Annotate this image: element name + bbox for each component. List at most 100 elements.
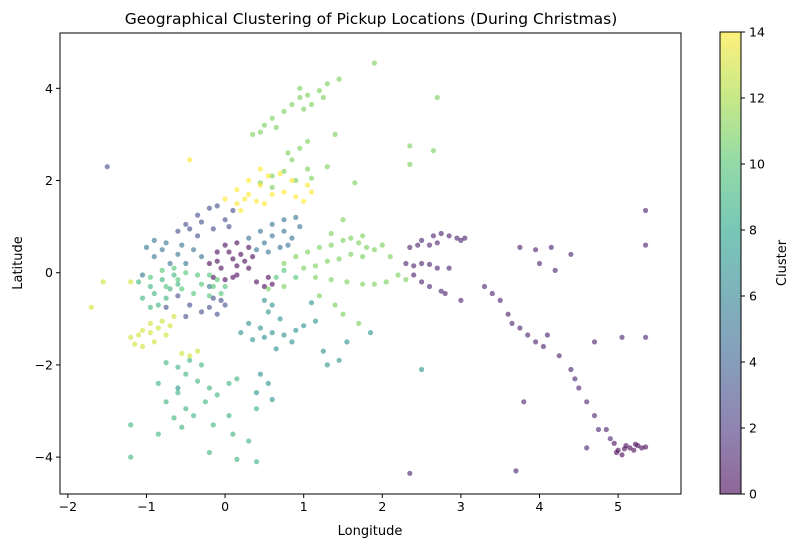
data-point-cluster-9 bbox=[234, 376, 240, 382]
data-point-cluster-11 bbox=[324, 164, 330, 170]
colorbar-tick-label: 4 bbox=[749, 355, 757, 370]
data-point-cluster-9 bbox=[183, 406, 189, 412]
data-point-cluster-11 bbox=[344, 279, 350, 285]
data-point-cluster-9 bbox=[175, 364, 181, 370]
data-point-cluster-1 bbox=[591, 339, 598, 345]
data-point-cluster-3 bbox=[222, 302, 228, 308]
data-point-cluster-11 bbox=[305, 166, 311, 172]
x-tick-label: −2 bbox=[59, 499, 77, 514]
data-point-cluster-0 bbox=[621, 446, 628, 452]
data-point-cluster-11 bbox=[332, 302, 338, 308]
data-point-cluster-1 bbox=[454, 235, 460, 241]
data-point-cluster-5 bbox=[139, 272, 146, 278]
data-point-cluster-13 bbox=[136, 332, 142, 338]
data-point-cluster-3 bbox=[195, 212, 201, 218]
data-point-cluster-5 bbox=[179, 242, 185, 248]
y-tick-label: −2 bbox=[35, 357, 53, 372]
data-point-cluster-9 bbox=[191, 413, 197, 419]
data-point-cluster-3 bbox=[175, 293, 181, 299]
data-point-cluster-1 bbox=[426, 283, 433, 290]
data-point-cluster-1 bbox=[430, 233, 436, 239]
data-point-cluster-11 bbox=[328, 242, 334, 248]
data-point-cluster-10 bbox=[175, 277, 181, 283]
data-point-cluster-5 bbox=[281, 217, 287, 223]
data-point-cluster-9 bbox=[210, 422, 216, 428]
data-point-cluster-14 bbox=[234, 187, 240, 193]
scatter-points bbox=[88, 60, 649, 476]
data-point-cluster-11 bbox=[301, 265, 307, 271]
data-point-cluster-10 bbox=[210, 283, 216, 290]
data-point-cluster-0 bbox=[250, 254, 256, 260]
data-point-cluster-11 bbox=[371, 281, 377, 287]
data-point-cluster-7 bbox=[175, 385, 181, 391]
data-point-cluster-7 bbox=[277, 316, 283, 322]
x-axis-label: Longitude bbox=[338, 524, 403, 539]
data-point-cluster-9 bbox=[195, 378, 201, 384]
data-point-cluster-0 bbox=[261, 283, 267, 290]
data-point-cluster-11 bbox=[312, 263, 319, 269]
data-point-cluster-11 bbox=[407, 161, 413, 167]
data-point-cluster-14 bbox=[265, 173, 271, 179]
data-point-cluster-3 bbox=[175, 228, 181, 234]
data-point-cluster-7 bbox=[269, 330, 275, 336]
data-point-cluster-3 bbox=[230, 207, 236, 214]
data-point-cluster-1 bbox=[619, 334, 625, 340]
y-tick-label: 2 bbox=[45, 173, 53, 188]
data-point-cluster-11 bbox=[328, 230, 334, 237]
data-point-cluster-3 bbox=[187, 226, 193, 232]
data-point-cluster-13 bbox=[100, 279, 106, 285]
data-point-cluster-3 bbox=[163, 304, 169, 310]
data-point-cluster-0 bbox=[214, 258, 220, 264]
data-point-cluster-7 bbox=[269, 302, 275, 308]
data-point-cluster-1 bbox=[536, 260, 543, 267]
data-point-cluster-3 bbox=[210, 226, 216, 232]
data-point-cluster-13 bbox=[139, 343, 146, 350]
data-point-cluster-1 bbox=[533, 339, 539, 345]
data-point-cluster-9 bbox=[128, 454, 134, 460]
data-point-cluster-0 bbox=[253, 279, 260, 285]
data-point-cluster-14 bbox=[277, 171, 283, 177]
data-point-cluster-11 bbox=[360, 281, 366, 287]
data-point-cluster-1 bbox=[411, 263, 417, 269]
data-point-cluster-0 bbox=[234, 272, 240, 278]
x-tick-label: −1 bbox=[137, 499, 155, 514]
data-point-cluster-1 bbox=[556, 353, 562, 359]
data-point-cluster-9 bbox=[163, 295, 169, 301]
data-point-cluster-7 bbox=[269, 396, 275, 403]
data-point-cluster-11 bbox=[383, 279, 389, 285]
data-point-cluster-1 bbox=[458, 297, 464, 303]
data-point-cluster-7 bbox=[344, 339, 350, 345]
data-point-cluster-14 bbox=[187, 157, 193, 163]
data-point-cluster-11 bbox=[261, 122, 267, 128]
data-point-cluster-1 bbox=[489, 290, 495, 297]
data-point-cluster-7 bbox=[253, 390, 260, 396]
data-point-cluster-1 bbox=[415, 242, 421, 248]
data-point-cluster-9 bbox=[183, 371, 189, 377]
data-point-cluster-11 bbox=[324, 81, 330, 87]
data-point-cluster-10 bbox=[191, 290, 197, 297]
data-point-cluster-1 bbox=[517, 325, 523, 331]
data-point-cluster-0 bbox=[246, 244, 252, 250]
data-point-cluster-1 bbox=[419, 279, 425, 285]
data-point-cluster-1 bbox=[458, 237, 464, 243]
data-point-cluster-11 bbox=[297, 94, 303, 101]
data-point-cluster-9 bbox=[136, 279, 142, 285]
data-point-cluster-13 bbox=[195, 348, 201, 354]
data-point-cluster-9 bbox=[155, 302, 161, 308]
data-point-cluster-11 bbox=[360, 233, 366, 239]
data-point-cluster-10 bbox=[281, 267, 287, 273]
data-point-cluster-1 bbox=[576, 385, 582, 391]
data-point-cluster-9 bbox=[159, 277, 165, 283]
y-tick-label: 4 bbox=[45, 81, 53, 96]
data-point-cluster-11 bbox=[308, 101, 315, 108]
data-point-cluster-10 bbox=[222, 283, 228, 290]
data-point-cluster-7 bbox=[301, 323, 307, 329]
data-point-cluster-11 bbox=[348, 235, 354, 241]
data-point-cluster-5 bbox=[297, 224, 303, 230]
data-point-cluster-14 bbox=[234, 201, 240, 207]
data-point-cluster-7 bbox=[261, 297, 267, 303]
data-point-cluster-5 bbox=[269, 233, 275, 239]
y-axis-ticks: −4 −2 0 2 4 bbox=[35, 81, 60, 465]
data-point-cluster-1 bbox=[521, 399, 527, 405]
data-point-cluster-3 bbox=[198, 219, 205, 225]
